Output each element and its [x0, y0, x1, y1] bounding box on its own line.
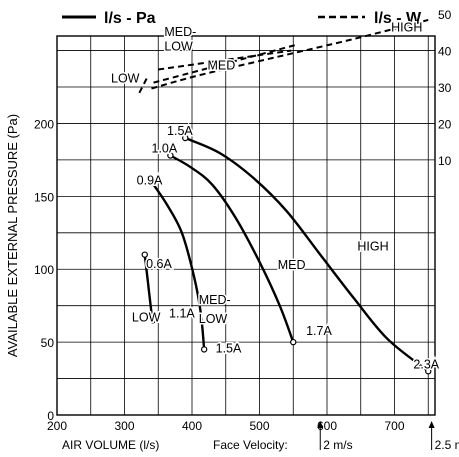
power-line-low	[138, 77, 148, 94]
chart-annotation: MED	[278, 258, 306, 272]
y-tick-label: 50	[41, 336, 55, 350]
chart-annotation: LOW	[164, 40, 193, 54]
chart-annotation: 1.1A	[169, 306, 195, 320]
power-line-med-low	[158, 49, 292, 71]
chart-annotation: HIGH	[391, 21, 422, 35]
pressure-curve-med	[169, 154, 295, 343]
pressure-curve-med-low	[150, 181, 206, 350]
chart-annotation: 0.9A	[137, 174, 163, 188]
legend-dashed-label: l/s - W	[374, 10, 422, 27]
y-tick-label: 100	[34, 263, 54, 277]
power-line-med	[153, 43, 297, 84]
y2-tick-label: 50	[438, 8, 452, 22]
x-tick-label: 400	[182, 419, 202, 433]
chart-annotation: 2.3A	[413, 357, 439, 371]
curve-endpoint-marker	[141, 251, 148, 258]
x-tick-label: 200	[47, 419, 67, 433]
curve-endpoint-marker	[290, 338, 297, 346]
chart-annotation: 0.6A	[146, 257, 172, 271]
chart-annotation: LOW	[199, 312, 228, 326]
face-velocity-label: Face Velocity:	[213, 438, 288, 452]
power-line-high	[151, 18, 429, 90]
y2-tick-label: 30	[438, 81, 452, 95]
chart-annotation: 1.7A	[306, 324, 332, 338]
legend-solid-label: l/s - Pa	[104, 10, 156, 27]
face-velocity-arrowhead	[317, 421, 324, 428]
chart-annotation: LOW	[111, 72, 140, 86]
face-velocity-marker-label: 2 m/s	[323, 438, 352, 452]
curve-endpoint-marker	[148, 178, 155, 185]
y2-tick-label: 40	[438, 45, 452, 59]
curve-endpoint-marker	[182, 134, 189, 142]
x-tick-label: 700	[384, 419, 404, 433]
chart-annotation: MED-	[164, 25, 196, 39]
y-tick-label: 0	[47, 409, 54, 423]
chart-annotation: LOW	[132, 311, 161, 325]
face-velocity-arrowhead	[428, 421, 435, 428]
chart-annotation: HIGH	[357, 239, 388, 253]
curve-endpoint-marker	[200, 346, 208, 353]
pressure-curve-high	[184, 136, 429, 373]
y2-tick-label: 10	[438, 154, 452, 168]
x-tick-label: 500	[249, 419, 269, 433]
x-tick-label: 600	[317, 419, 337, 433]
chart-annotation: 1.0A	[152, 142, 178, 156]
y-tick-label: 150	[34, 190, 54, 204]
chart-annotation: MED	[208, 59, 236, 73]
curve-endpoint-marker	[167, 152, 174, 159]
chart-annotation: 1.5A	[167, 124, 193, 138]
y-axis-label: AVAILABLE EXTERNAL PRESSURE (Pa)	[5, 114, 20, 357]
chart-annotation: 1.5A	[216, 341, 242, 355]
face-velocity-marker-label: 2.5 m/s	[435, 438, 459, 452]
curve-endpoint-marker	[425, 368, 432, 375]
x-axis-label: AIR VOLUME (l/s)	[62, 438, 159, 452]
plot-frame	[56, 35, 436, 416]
y-tick-label: 200	[34, 117, 54, 131]
curve-endpoint-marker	[149, 317, 157, 324]
x-tick-label: 300	[114, 419, 134, 433]
chart-annotation: MED-	[199, 293, 231, 307]
y2-tick-label: 20	[438, 117, 452, 131]
